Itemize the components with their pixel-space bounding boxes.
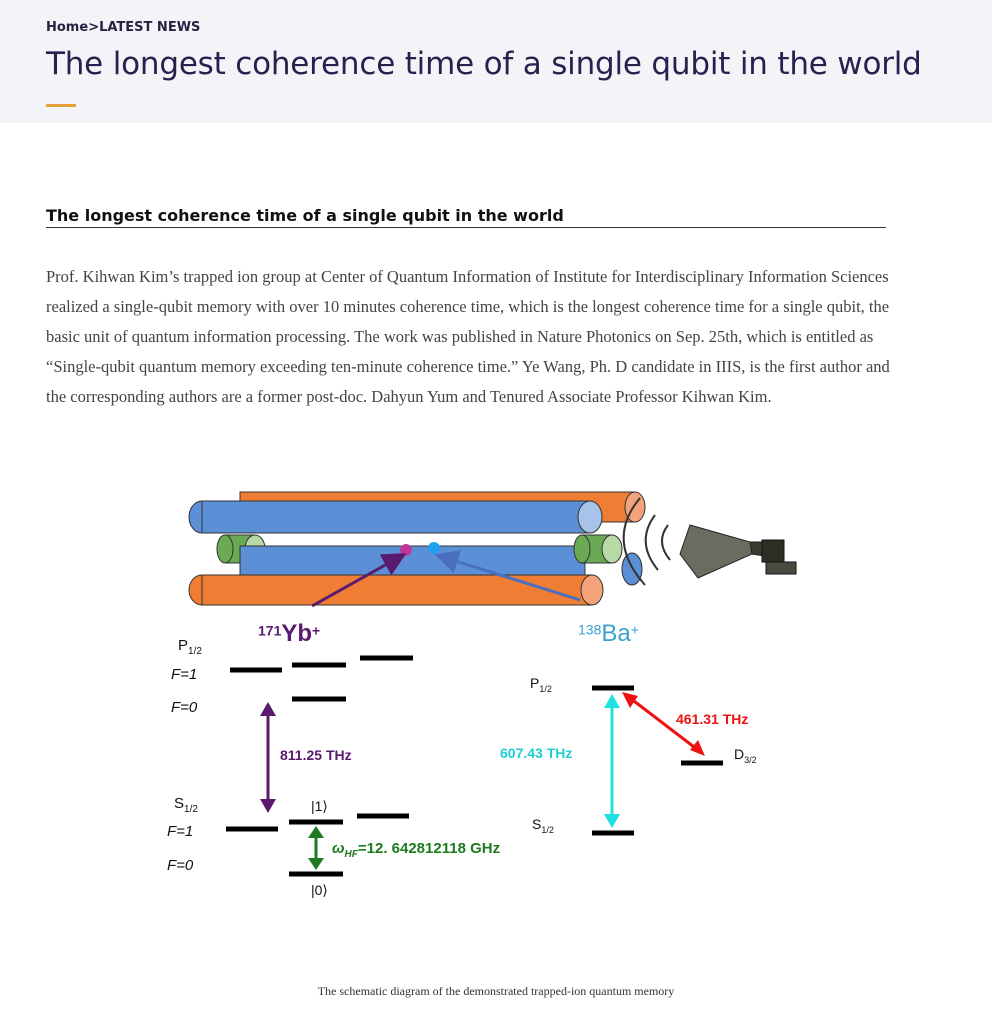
figure-caption: The schematic diagram of the demonstrate… — [317, 984, 675, 998]
hyperfine-arrow — [308, 826, 324, 870]
ket-zero-label: |0⟩ — [311, 882, 328, 898]
yb-ion-label: 171Yb+ — [258, 620, 321, 647]
microwave-waves — [622, 497, 671, 586]
yb-s-f1-label: F=1 — [167, 823, 194, 840]
yb-p-f1-label: F=1 — [171, 666, 198, 683]
yb-energy-levels — [226, 655, 413, 877]
breadcrumb-separator: > — [88, 20, 100, 35]
hyperfine-frequency: ωHF=12. 642812118 GHz — [332, 840, 501, 860]
diagram-graphics — [188, 491, 797, 877]
yb-p-level-label: P1/2 — [178, 637, 202, 657]
ba-d-transition-arrow — [622, 692, 705, 756]
yb-p-f0-label: F=0 — [171, 699, 198, 716]
yb-s-level-label: S1/2 — [174, 795, 198, 815]
ba-d-transition-frequency: 461.31 THz — [676, 711, 749, 727]
ba-transition-arrow — [604, 694, 620, 828]
endcap-right-green — [573, 534, 623, 564]
ba-transition-frequency: 607.43 THz — [500, 745, 573, 761]
page-title: The longest coherence time of a single q… — [46, 46, 922, 82]
ket-one-label: |1⟩ — [311, 798, 328, 814]
yb-ion — [400, 544, 412, 556]
breadcrumb: Home>LATEST NEWS — [46, 20, 200, 35]
ba-ion — [428, 542, 440, 554]
breadcrumb-home-link[interactable]: Home — [46, 20, 89, 35]
article-title: The longest coherence time of a single q… — [46, 206, 886, 228]
breadcrumb-latest-news-link[interactable]: LATEST NEWS — [99, 20, 201, 35]
page-header: Home>LATEST NEWS The longest coherence t… — [0, 0, 992, 123]
yb-transition-arrow — [260, 702, 276, 813]
trap-rod-top-blue — [188, 500, 603, 534]
title-accent-bar — [46, 104, 76, 107]
ba-d-level-label: D3/2 — [734, 746, 757, 765]
ba-s-level-label: S1/2 — [532, 816, 554, 835]
ba-energy-levels — [592, 685, 723, 836]
trap-rod-bottom-orange — [188, 574, 604, 606]
trap-rod-middle-blue — [239, 545, 586, 577]
trapped-ion-diagram: 171Yb+ 138Ba+ P1/2 F=1 F=0 811.25 THz S1… — [150, 480, 830, 930]
yb-s-f0-label: F=0 — [167, 857, 194, 874]
ba-laser-arrow — [434, 550, 581, 602]
horn-antenna — [679, 524, 797, 579]
ba-p-level-label: P1/2 — [530, 675, 552, 694]
yb-laser-arrow — [311, 553, 407, 608]
article-body: Prof. Kihwan Kim’s trapped ion group at … — [46, 267, 890, 406]
ba-ion-label: 138Ba+ — [578, 620, 639, 647]
yb-transition-frequency: 811.25 THz — [280, 747, 352, 763]
